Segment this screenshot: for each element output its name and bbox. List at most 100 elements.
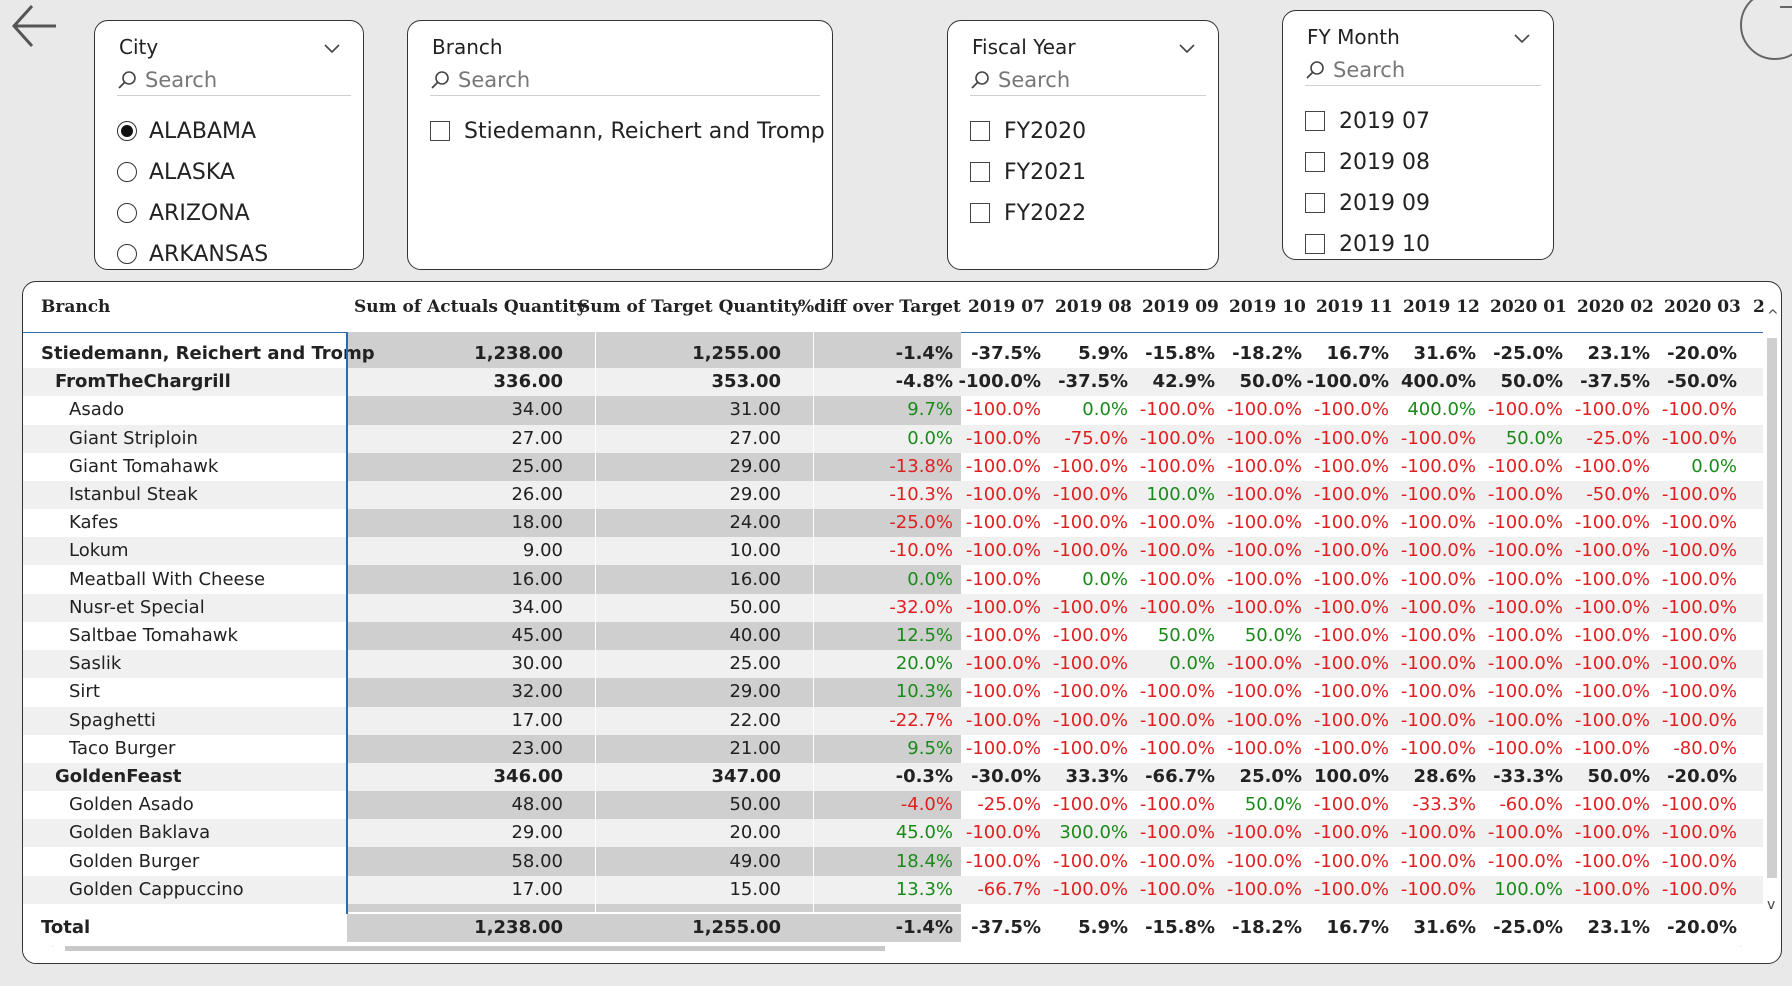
row-header[interactable]: Taco Burger	[69, 737, 176, 759]
fiscal-year-option-fy2021[interactable]: FY2021	[970, 152, 1086, 192]
fiscal-year-option-fy2022[interactable]: FY2022	[970, 193, 1086, 233]
month-cell: 50.0%	[1157, 625, 1215, 646]
city-option-alabama[interactable]: ALABAMA	[117, 111, 256, 151]
row-header[interactable]: Golden Baklava	[69, 822, 211, 844]
matrix-row[interactable]: Giant Striploin 27.00 27.00 0.0% -100.0% -75.…	[23, 424, 1763, 453]
month-cell: -100.0%	[1139, 427, 1215, 449]
column-header[interactable]: 2019 07	[968, 297, 1045, 317]
matrix-row[interactable]: Taco Burger 23.00 21.00 9.5% -100.0% -100.0% -…	[23, 735, 1763, 763]
fy-month-option-2019-09[interactable]: 2019 09	[1305, 183, 1430, 223]
matrix-row[interactable]: Golden Cappuccino 17.00 15.00 13.3% -66.7% -1…	[23, 875, 1763, 904]
target-cell: 353.00	[711, 371, 781, 393]
matrix-row[interactable]: Golden Burger 58.00 49.00 18.4% -100.0% -100.…	[23, 848, 1763, 876]
column-header[interactable]: 2019 10	[1229, 297, 1306, 317]
fy-month-option-2019-10[interactable]: 2019 10	[1305, 224, 1430, 264]
vertical-scroll-thumb[interactable]	[1767, 338, 1777, 878]
matrix-row[interactable]: Meatball With Cheese 16.00 16.00 0.0% -100.0…	[23, 566, 1763, 594]
row-header[interactable]: GoldenFeast	[55, 766, 182, 787]
column-header[interactable]: Branch	[41, 297, 111, 317]
search-icon	[118, 71, 136, 89]
matrix-row[interactable]: Asado 34.00 31.00 9.7% -100.0% 0.0% -100.0% -10…	[23, 396, 1763, 424]
radio-selected[interactable]	[117, 121, 137, 141]
row-header[interactable]: Golden Burger	[69, 850, 200, 872]
matrix-row[interactable]: Sirt 32.00 29.00 10.3% -100.0% -100.0% -100.0%…	[23, 678, 1763, 706]
matrix-row[interactable]: FromTheChargrill 336.00 353.00 -4.8% -100.0%…	[23, 368, 1763, 397]
column-header[interactable]: %diff over Target	[798, 297, 961, 317]
column-header[interactable]: 2019 12	[1403, 297, 1480, 317]
focus-mode-icon[interactable]	[1740, 0, 1792, 60]
row-header[interactable]: Giant Tomahawk	[69, 455, 219, 477]
column-header[interactable]: 2019 11	[1316, 297, 1393, 317]
row-header[interactable]: Nusr-et Special	[69, 596, 205, 618]
row-header[interactable]: Saslik	[69, 653, 122, 675]
checkbox[interactable]	[970, 162, 990, 182]
row-header[interactable]: Giant Striploin	[69, 427, 198, 449]
radio[interactable]	[117, 162, 137, 182]
chevron-down-icon[interactable]	[1178, 43, 1196, 55]
row-header[interactable]: Golden Asado	[69, 794, 194, 816]
matrix-row[interactable]: Nusr-et Special 34.00 50.00 -32.0% -100.0% -1…	[23, 593, 1763, 622]
row-header[interactable]: Sirt	[69, 681, 100, 703]
fy-month-search-input[interactable]: Search	[1305, 55, 1541, 86]
city-option-arkansas[interactable]: ARKANSAS	[117, 234, 268, 274]
branch-search-input[interactable]: Search	[430, 65, 820, 96]
matrix-row[interactable]: Golden Asado 48.00 50.00 -4.0% -25.0% -100.0%…	[23, 791, 1763, 819]
fy-month-option-2019-08[interactable]: 2019 08	[1305, 142, 1430, 182]
matrix-row[interactable]: Saslik 30.00 25.00 20.0% -100.0% -100.0% 0.0% -…	[23, 650, 1763, 679]
checkbox[interactable]	[1305, 234, 1325, 254]
column-header[interactable]: Sum of Actuals Quantity	[354, 297, 587, 317]
scroll-down-icon[interactable]: v	[1767, 897, 1776, 913]
checkbox[interactable]	[970, 203, 990, 223]
row-header[interactable]: Lokum	[69, 540, 129, 562]
checkbox[interactable]	[1305, 152, 1325, 172]
matrix-row[interactable]: Lokum 9.00 10.00 -10.0% -100.0% -100.0% -100.0…	[23, 537, 1763, 566]
row-header[interactable]: Meatball With Cheese	[69, 568, 266, 590]
column-header[interactable]: 2020 02	[1577, 297, 1654, 317]
fiscal-year-search-input[interactable]: Search	[970, 65, 1206, 96]
back-arrow-icon[interactable]	[6, 0, 62, 52]
row-header[interactable]: Kafes	[69, 512, 119, 534]
fiscal-year-option-fy2020[interactable]: FY2020	[970, 111, 1086, 151]
checkbox[interactable]	[1305, 111, 1325, 131]
matrix-row[interactable]: Golden Baklava 29.00 20.00 45.0% -100.0% 300.…	[23, 819, 1763, 848]
column-header[interactable]: 2020 01	[1490, 297, 1567, 317]
month-cell: -100.0%	[1574, 850, 1650, 872]
city-option-alaska[interactable]: ALASKA	[117, 152, 235, 192]
city-search-input[interactable]: Search	[117, 65, 351, 96]
chevron-down-icon[interactable]	[323, 43, 341, 55]
matrix-row[interactable]: Spaghetti 17.00 22.00 -22.7% -100.0% -100.0% -…	[23, 706, 1763, 735]
branch-option[interactable]: Stiedemann, Reichert and Tromp	[430, 111, 825, 151]
horizontal-scroll-thumb[interactable]	[65, 941, 885, 951]
fy-month-option-2019-07[interactable]: 2019 07	[1305, 101, 1430, 141]
month-cell: -100.0%	[1400, 878, 1476, 900]
matrix-row[interactable]: Istanbul Steak 26.00 29.00 -10.3% -100.0% -10…	[23, 481, 1763, 509]
radio[interactable]	[117, 244, 137, 264]
radio[interactable]	[117, 203, 137, 223]
city-option-arizona[interactable]: ARIZONA	[117, 193, 250, 233]
row-header[interactable]: Stiedemann, Reichert and Tromp	[41, 343, 375, 364]
row-header[interactable]: Golden Cappuccino	[69, 878, 244, 900]
matrix-row[interactable]: Stiedemann, Reichert and Tromp 1,238.00 1,…	[23, 340, 1763, 368]
row-header[interactable]: Saltbae Tomahawk	[69, 625, 238, 646]
checkbox[interactable]	[430, 121, 450, 141]
row-header[interactable]: Asado	[69, 399, 125, 421]
matrix-row[interactable]: Kafes 18.00 24.00 -25.0% -100.0% -100.0% -100.…	[23, 509, 1763, 537]
row-header[interactable]: Spaghetti	[69, 709, 156, 731]
checkbox[interactable]	[1305, 193, 1325, 213]
row-header[interactable]: FromTheChargrill	[55, 371, 231, 393]
scroll-up-icon[interactable]: ^	[1767, 308, 1779, 324]
matrix-row[interactable]: GoldenFeast 346.00 347.00 -0.3% -30.0% 33.3% -…	[23, 763, 1763, 791]
matrix-row[interactable]: Saltbae Tomahawk 45.00 40.00 12.5% -100.0% -1…	[23, 622, 1763, 650]
row-header[interactable]: Istanbul Steak	[69, 484, 198, 505]
month-cell: -100.0%	[1052, 596, 1128, 618]
matrix-row[interactable]: Giant Tomahawk 25.00 29.00 -13.8% -100.0% -10…	[23, 453, 1763, 481]
checkbox[interactable]	[970, 121, 990, 141]
chevron-down-icon[interactable]	[1513, 33, 1531, 45]
column-header[interactable]: Sum of Target Quantity	[578, 297, 802, 317]
column-header[interactable]: 2019 08	[1055, 297, 1132, 317]
month-cell: -100.0%	[1226, 653, 1302, 675]
column-header[interactable]: 2020 03	[1664, 297, 1741, 317]
column-header[interactable]: 2	[1753, 297, 1765, 317]
column-header[interactable]: 2019 09	[1142, 297, 1219, 317]
vertical-scrollbar[interactable]: ^ v	[1763, 308, 1781, 932]
